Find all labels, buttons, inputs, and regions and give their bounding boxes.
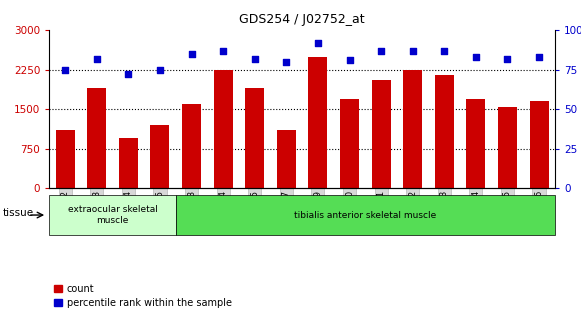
Bar [87,88,106,188]
Bar [435,75,454,188]
Point [60,67,70,73]
Bar [530,101,548,188]
Text: tissue: tissue [3,208,34,218]
Bar [498,107,517,188]
Point [503,56,512,61]
Point [187,51,196,57]
Text: tibialis anterior skeletal muscle: tibialis anterior skeletal muscle [294,211,436,219]
Text: GDS254 / J02752_at: GDS254 / J02752_at [239,13,365,27]
Point [440,48,449,53]
Point [282,59,291,65]
Point [92,56,102,61]
Point [155,67,164,73]
Point [313,40,322,46]
Bar [245,88,264,188]
Bar [214,70,232,188]
Bar [175,195,555,235]
Point [535,54,544,60]
Bar [150,125,170,188]
Bar [403,70,422,188]
Legend: count, percentile rank within the sample: count, percentile rank within the sample [54,284,232,308]
Bar [182,104,201,188]
Bar [277,130,296,188]
Point [218,48,228,53]
Bar [56,130,74,188]
Point [471,54,480,60]
Bar [309,56,328,188]
Bar [467,99,485,188]
Bar [49,195,175,235]
Point [376,48,386,53]
Point [408,48,417,53]
Point [250,56,259,61]
Text: extraocular skeletal
muscle: extraocular skeletal muscle [67,205,157,225]
Point [345,57,354,63]
Bar [340,99,359,188]
Bar [119,138,138,188]
Point [124,72,133,77]
Bar [372,80,390,188]
